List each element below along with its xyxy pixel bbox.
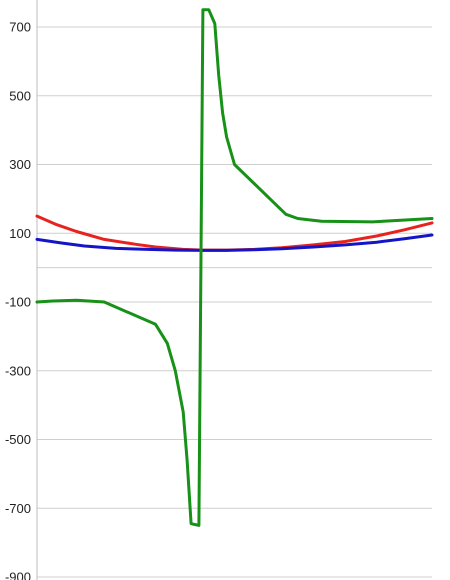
y-tick-labels: 700 500 300 100 -100 -300 -500 -700 -900 [5,20,31,580]
y-tick-label: 700 [9,20,31,35]
y-tick-label: -900 [5,570,31,580]
series-lines [35,8,434,527]
y-tick-label: -500 [5,432,31,447]
y-tick-label: -300 [5,363,31,378]
y-tick-label: 500 [9,88,31,103]
y-tick-label: -100 [5,295,31,310]
series-line-3 [35,8,434,527]
y-tick-label: 300 [9,157,31,172]
y-tick-label: 100 [9,226,31,241]
series-line-2 [35,233,434,252]
y-tick-label: -700 [5,501,31,516]
